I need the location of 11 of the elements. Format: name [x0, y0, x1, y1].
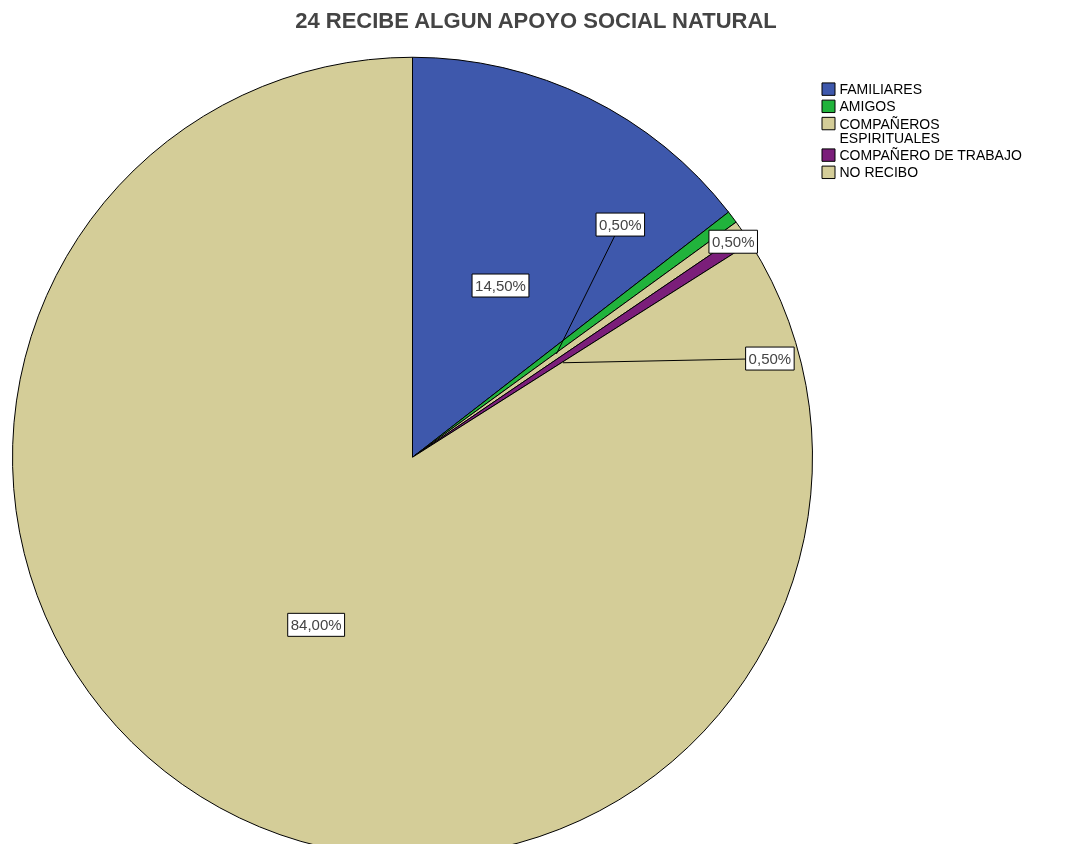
- chart-title: 24 RECIBE ALGUN APOYO SOCIAL NATURAL: [295, 7, 777, 33]
- legend-label: NO RECIBO: [839, 164, 919, 181]
- legend-label: FAMILIARES: [839, 81, 922, 98]
- data-label: 84,00%: [290, 616, 342, 634]
- data-label: 14,50%: [475, 277, 526, 295]
- legend-label: AMIGOS: [839, 98, 896, 115]
- legend-label: COMPAÑERO DE TRABAJO: [839, 147, 1022, 164]
- legend-label: COMPAÑEROS ESPIRITUALES: [839, 115, 940, 146]
- data-label: 0,50%: [599, 216, 642, 234]
- data-label: 0,50%: [748, 350, 792, 368]
- data-label: 0,50%: [711, 233, 755, 251]
